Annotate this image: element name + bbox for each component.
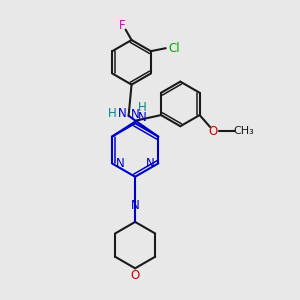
Text: O: O — [208, 125, 217, 138]
Text: H: H — [108, 107, 117, 120]
Text: O: O — [130, 269, 140, 282]
Text: N: N — [131, 200, 140, 212]
Text: N: N — [116, 157, 125, 170]
Text: N: N — [131, 108, 140, 122]
Text: CH₃: CH₃ — [234, 126, 255, 136]
Text: F: F — [119, 19, 126, 32]
Text: N: N — [146, 157, 154, 170]
Text: H: H — [138, 101, 147, 114]
Text: Cl: Cl — [169, 42, 181, 55]
Text: N: N — [118, 107, 126, 120]
Text: N: N — [138, 111, 147, 124]
